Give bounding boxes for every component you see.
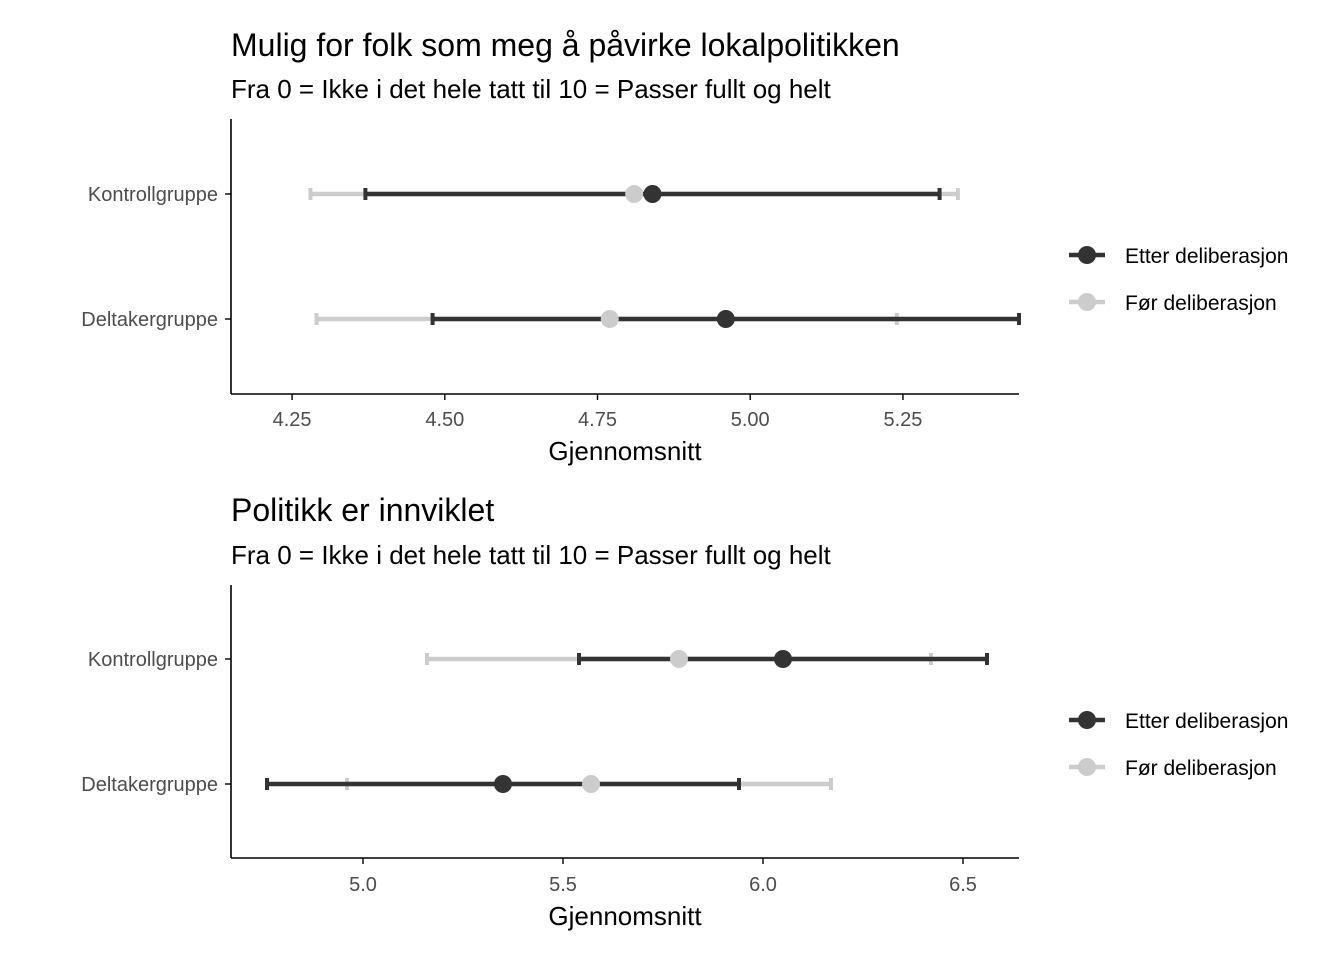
x-tick-label: 4.25 — [273, 409, 312, 431]
mean-point — [582, 775, 600, 793]
legend-key-point — [1078, 293, 1096, 311]
chart-panel-1: Mulig for folk som meg å påvirke lokalpo… — [81, 27, 1288, 466]
chart-title: Mulig for folk som meg å påvirke lokalpo… — [231, 27, 900, 63]
chart-subtitle: Fra 0 = Ikke i det hele tatt til 10 = Pa… — [231, 540, 832, 570]
y-tick-label: Kontrollgruppe — [88, 184, 218, 206]
mean-point — [716, 310, 735, 328]
legend-label: Før deliberasjon — [1125, 757, 1277, 780]
mean-point — [494, 775, 512, 793]
legend-key-point — [1078, 246, 1096, 264]
mean-point — [625, 185, 644, 203]
x-axis-title: Gjennomsnitt — [548, 901, 702, 931]
x-tick-label: 6.0 — [749, 874, 777, 896]
legend-key-point — [1078, 758, 1096, 776]
x-tick-label: 4.75 — [578, 409, 617, 431]
chart-panel-2: Politikk er innviklet Fra 0 = Ikke i det … — [81, 492, 1288, 931]
chart-subtitle: Fra 0 = Ikke i det hele tatt til 10 = Pa… — [231, 74, 832, 104]
mean-point — [670, 650, 688, 668]
x-tick-label: 5.00 — [731, 409, 770, 431]
x-axis-title: Gjennomsnitt — [548, 436, 702, 466]
legend-key-point — [1078, 711, 1096, 729]
legend-label: Før deliberasjon — [1125, 292, 1277, 315]
mean-point — [600, 310, 619, 328]
mean-point — [774, 650, 792, 668]
x-tick-label: 5.0 — [349, 874, 377, 896]
legend-label: Etter deliberasjon — [1125, 710, 1288, 733]
legend-label: Etter deliberasjon — [1125, 245, 1288, 268]
y-tick-label: Deltakergruppe — [81, 774, 218, 796]
mean-point — [643, 185, 662, 203]
x-tick-label: 4.50 — [425, 409, 464, 431]
x-tick-label: 6.5 — [949, 874, 977, 896]
y-tick-label: Kontrollgruppe — [88, 649, 218, 671]
chart-title: Politikk er innviklet — [231, 492, 494, 528]
x-tick-label: 5.5 — [549, 874, 577, 896]
y-tick-label: Deltakergruppe — [81, 309, 218, 331]
x-tick-label: 5.25 — [883, 409, 922, 431]
